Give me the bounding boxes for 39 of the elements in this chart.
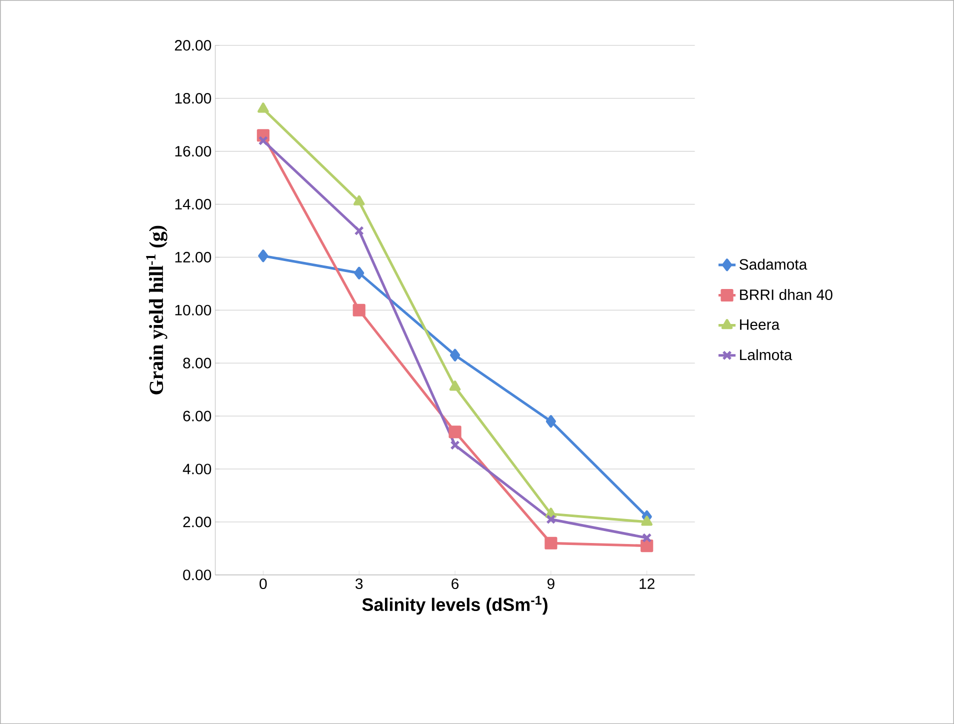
point: [354, 266, 364, 280]
x-axis-title: Salinity levels (dSm$^{-1}$): [362, 596, 548, 614]
y-tick-label: 10.00: [175, 304, 212, 316]
y-tick-label: 14.00: [175, 198, 212, 210]
legend-label: Heera: [740, 319, 780, 330]
point: [448, 426, 462, 438]
point: [449, 380, 461, 391]
legend-label: BRRI dhan 40: [740, 288, 832, 300]
point: [258, 136, 268, 146]
y-tick-label: 18.00: [175, 92, 212, 104]
point: [450, 440, 460, 450]
y-tick-label: 2.00: [183, 516, 212, 528]
y-tick-label: 8.00: [183, 358, 212, 368]
legend-label: Lalmota: [740, 349, 792, 360]
point: [352, 304, 366, 316]
y-tick-label: 20.00: [174, 40, 212, 51]
y-tick-label: 6.00: [183, 410, 212, 422]
point: [353, 195, 365, 206]
point: [354, 226, 364, 236]
x-tick-label: 6: [452, 578, 459, 589]
y-tick-label: 16.00: [175, 146, 212, 156]
point: [640, 539, 654, 552]
legend-label: Sadamota: [740, 258, 808, 270]
point: [258, 249, 268, 262]
point: [544, 536, 558, 550]
point: [546, 414, 556, 428]
x-tick-label: 9: [547, 578, 554, 589]
y-tick-label: 0.00: [183, 570, 212, 580]
x-tick-label: 12: [640, 578, 654, 589]
point: [546, 514, 556, 524]
y-tick-label: 12.00: [175, 252, 212, 262]
x-tick-label: 0: [260, 578, 267, 589]
y-axis-title: Grain yield hill$^{-1}$ (g): [146, 226, 168, 394]
point: [641, 516, 652, 526]
point: [450, 348, 460, 362]
y-tick-label: 4.00: [182, 464, 212, 474]
x-tick-label: 3: [356, 578, 363, 589]
point: [642, 532, 652, 543]
point: [258, 102, 269, 113]
